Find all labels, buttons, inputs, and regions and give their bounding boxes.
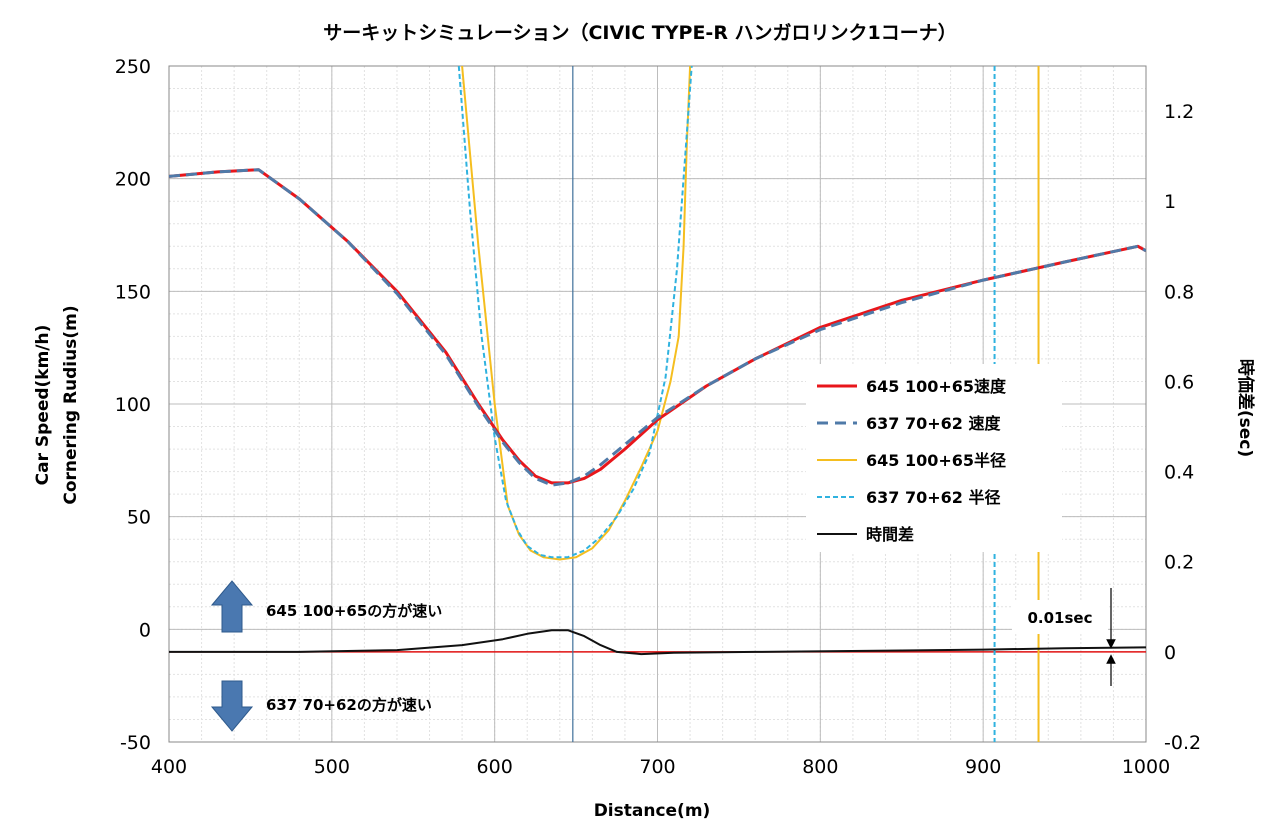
faster-637-label: 637 70+62の方が速い	[266, 696, 432, 714]
series-line-1	[169, 168, 1146, 487]
y-axis-ticks: -50 0 50 100 150 200 250	[115, 56, 151, 754]
series-line-2	[461, 66, 692, 561]
legend-label: 637 70+62 半径	[866, 488, 1000, 507]
legend: 645 100+65速度 637 70+62 速度 645 100+65半径 637 …	[806, 364, 1062, 552]
legend-label: 637 70+62 速度	[866, 414, 1001, 433]
y-axis-label-speed: Car Speed(km/h)	[33, 325, 53, 486]
y-tick-label: 150	[115, 281, 151, 303]
y2-tick-label: 1	[1164, 191, 1176, 213]
x-tick-label: 800	[802, 756, 838, 778]
series-line-3	[457, 66, 693, 559]
y2-tick-label: 1.2	[1164, 101, 1194, 123]
y-tick-label: 250	[115, 56, 151, 78]
arrow-up-icon	[210, 580, 254, 633]
x-tick-label: 500	[314, 756, 350, 778]
y2-tick-label: 0.4	[1164, 462, 1194, 484]
y2-axis-ticks: -0.2 0 0.2 0.4 0.6 0.8 1 1.2	[1164, 101, 1201, 754]
x-tick-label: 700	[639, 756, 675, 778]
y2-tick-label: 0.2	[1164, 552, 1194, 574]
legend-label: 時間差	[866, 525, 914, 544]
y-tick-label: 50	[127, 507, 151, 529]
series-layer	[169, 66, 1146, 656]
chart-title: サーキットシミュレーション（CIVIC TYPE-R ハンガロリンク1コーナ）	[323, 21, 957, 44]
x-tick-label: 600	[477, 756, 513, 778]
x-axis-ticks: 400 500 600 700 800 900 1000	[151, 756, 1170, 778]
y-tick-label: -50	[120, 732, 151, 754]
x-tick-label: 400	[151, 756, 187, 778]
y-axis-label-radius: Cornering Rudius(m)	[61, 305, 81, 504]
x-tick-label: 900	[965, 756, 1001, 778]
y2-tick-label: -0.2	[1164, 732, 1201, 754]
legend-box	[806, 364, 1062, 552]
series-line-4	[169, 629, 1146, 656]
legend-label: 645 100+65半径	[866, 451, 1006, 470]
annotations: 645 100+65の方が速い 637 70+62の方が速い 0.01sec	[210, 580, 1116, 732]
plot-frame	[168, 65, 1147, 743]
legend-label: 645 100+65速度	[866, 377, 1007, 396]
y-tick-label: 0	[139, 619, 151, 641]
y2-tick-label: 0.6	[1164, 371, 1194, 393]
x-tick-label: 1000	[1122, 756, 1170, 778]
y-tick-label: 200	[115, 169, 151, 191]
arrow-down-icon	[210, 680, 254, 732]
x-axis-label: Distance(m)	[594, 801, 711, 821]
y2-tick-label: 0	[1164, 642, 1176, 664]
scale-label: 0.01sec	[1027, 609, 1092, 627]
scale-label-box	[1012, 600, 1108, 634]
y-tick-label: 100	[115, 394, 151, 416]
y2-tick-label: 0.8	[1164, 281, 1194, 303]
y2-axis-label: 時価差(sec)	[1235, 359, 1256, 457]
faster-645-label: 645 100+65の方が速い	[266, 602, 442, 620]
